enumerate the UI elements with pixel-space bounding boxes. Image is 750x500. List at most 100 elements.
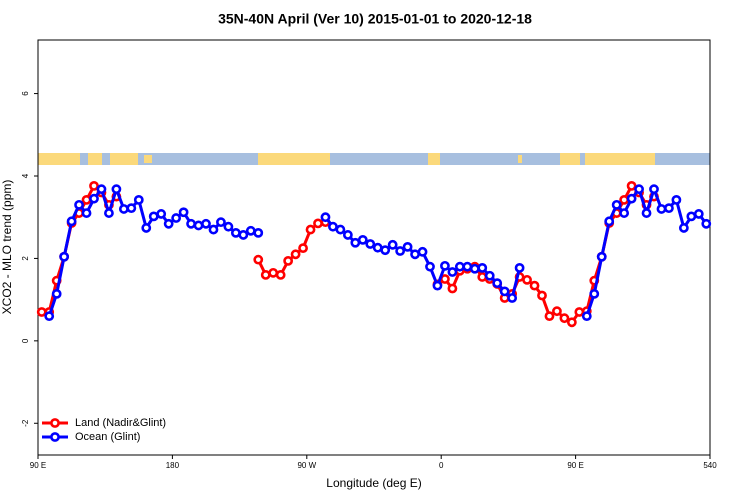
land-strip — [144, 155, 152, 163]
x-tick-label: 180 — [166, 461, 180, 470]
data-point — [178, 207, 189, 218]
x-tick-label: 540 — [703, 461, 717, 470]
data-point — [634, 184, 644, 195]
data-point — [484, 270, 495, 281]
data-point — [664, 203, 674, 214]
data-point — [626, 193, 637, 204]
data-point — [686, 211, 697, 222]
series — [36, 180, 659, 328]
data-point — [298, 243, 308, 254]
data-point — [581, 311, 592, 322]
data-point — [522, 274, 532, 285]
land-strip — [560, 153, 580, 165]
data-point — [559, 313, 570, 324]
legend-marker — [50, 432, 60, 442]
data-point — [208, 224, 219, 235]
data-point — [245, 225, 256, 236]
data-point — [641, 208, 652, 218]
data-point — [395, 246, 406, 256]
land-mask — [38, 153, 710, 165]
data-point — [507, 293, 518, 303]
data-point — [223, 221, 234, 232]
x-tick-label: 90 E — [30, 461, 46, 470]
data-point — [596, 251, 607, 262]
data-point — [74, 199, 84, 210]
data-point — [81, 195, 92, 205]
land-strip — [428, 153, 440, 165]
data-point — [432, 280, 443, 291]
data-point — [529, 280, 540, 291]
data-point — [544, 311, 555, 322]
land-strip — [518, 155, 522, 163]
legend-label: Ocean (Glint) — [75, 431, 140, 443]
data-point — [671, 195, 682, 205]
data-point — [552, 306, 562, 317]
data-point — [402, 241, 413, 252]
data-point — [350, 237, 361, 248]
data-point — [410, 249, 420, 260]
data-point — [440, 260, 450, 271]
data-point — [260, 270, 271, 280]
data-point — [611, 199, 622, 210]
land-strip — [38, 153, 80, 165]
x-tick-label: 90 W — [297, 461, 316, 470]
data-point — [186, 218, 196, 229]
data-point — [89, 193, 99, 204]
data-point — [305, 224, 316, 235]
data-point — [626, 180, 637, 191]
data-point — [372, 242, 383, 253]
data-point — [499, 286, 510, 297]
data-point — [313, 218, 323, 229]
data-point — [417, 246, 428, 257]
data-point — [59, 251, 70, 262]
data-point — [216, 217, 226, 228]
land-strip — [585, 153, 655, 165]
data-point — [253, 227, 264, 238]
land-strip — [258, 153, 330, 165]
data-point — [36, 307, 47, 317]
data-point — [566, 317, 577, 328]
data-point — [156, 209, 167, 219]
data-point — [469, 263, 480, 274]
data-point — [133, 195, 144, 205]
series — [44, 184, 712, 322]
land-strip — [88, 153, 102, 165]
data-point — [171, 213, 182, 223]
data-point — [81, 208, 92, 218]
data-point — [342, 230, 353, 240]
data-point — [454, 261, 465, 272]
x-axis-label: Longitude (deg E) — [326, 476, 421, 490]
legend-marker — [50, 418, 60, 428]
data-point — [118, 204, 129, 214]
data-point — [335, 224, 346, 235]
data-point — [328, 221, 338, 232]
legend: Land (Nadir&Glint) Ocean (Glint) — [42, 417, 166, 443]
data-point — [462, 261, 473, 272]
data-point — [514, 262, 525, 273]
data-point — [693, 209, 704, 219]
y-tick-label: -2 — [21, 419, 30, 427]
data-point — [678, 223, 689, 233]
y-tick-label: 2 — [21, 256, 30, 261]
data-point — [126, 203, 137, 214]
y-tick-label: 4 — [21, 173, 30, 178]
data-point — [66, 216, 77, 227]
data-point — [380, 245, 391, 256]
y-axis-label: XCO2 - MLO trend (ppm) — [0, 180, 14, 315]
land-strip — [110, 153, 138, 165]
data-point — [604, 216, 615, 227]
data-point — [51, 288, 62, 299]
data-point — [619, 195, 630, 205]
data-point — [96, 184, 107, 195]
data-point — [649, 184, 659, 195]
data-point — [283, 255, 294, 266]
data-point — [619, 208, 630, 218]
data-point — [574, 307, 585, 317]
data-point — [104, 208, 114, 218]
data-point — [589, 288, 600, 299]
data-point — [193, 220, 204, 231]
legend-label: Land (Nadir&Glint) — [75, 417, 166, 429]
data-point — [141, 223, 152, 233]
data-point — [253, 254, 264, 265]
